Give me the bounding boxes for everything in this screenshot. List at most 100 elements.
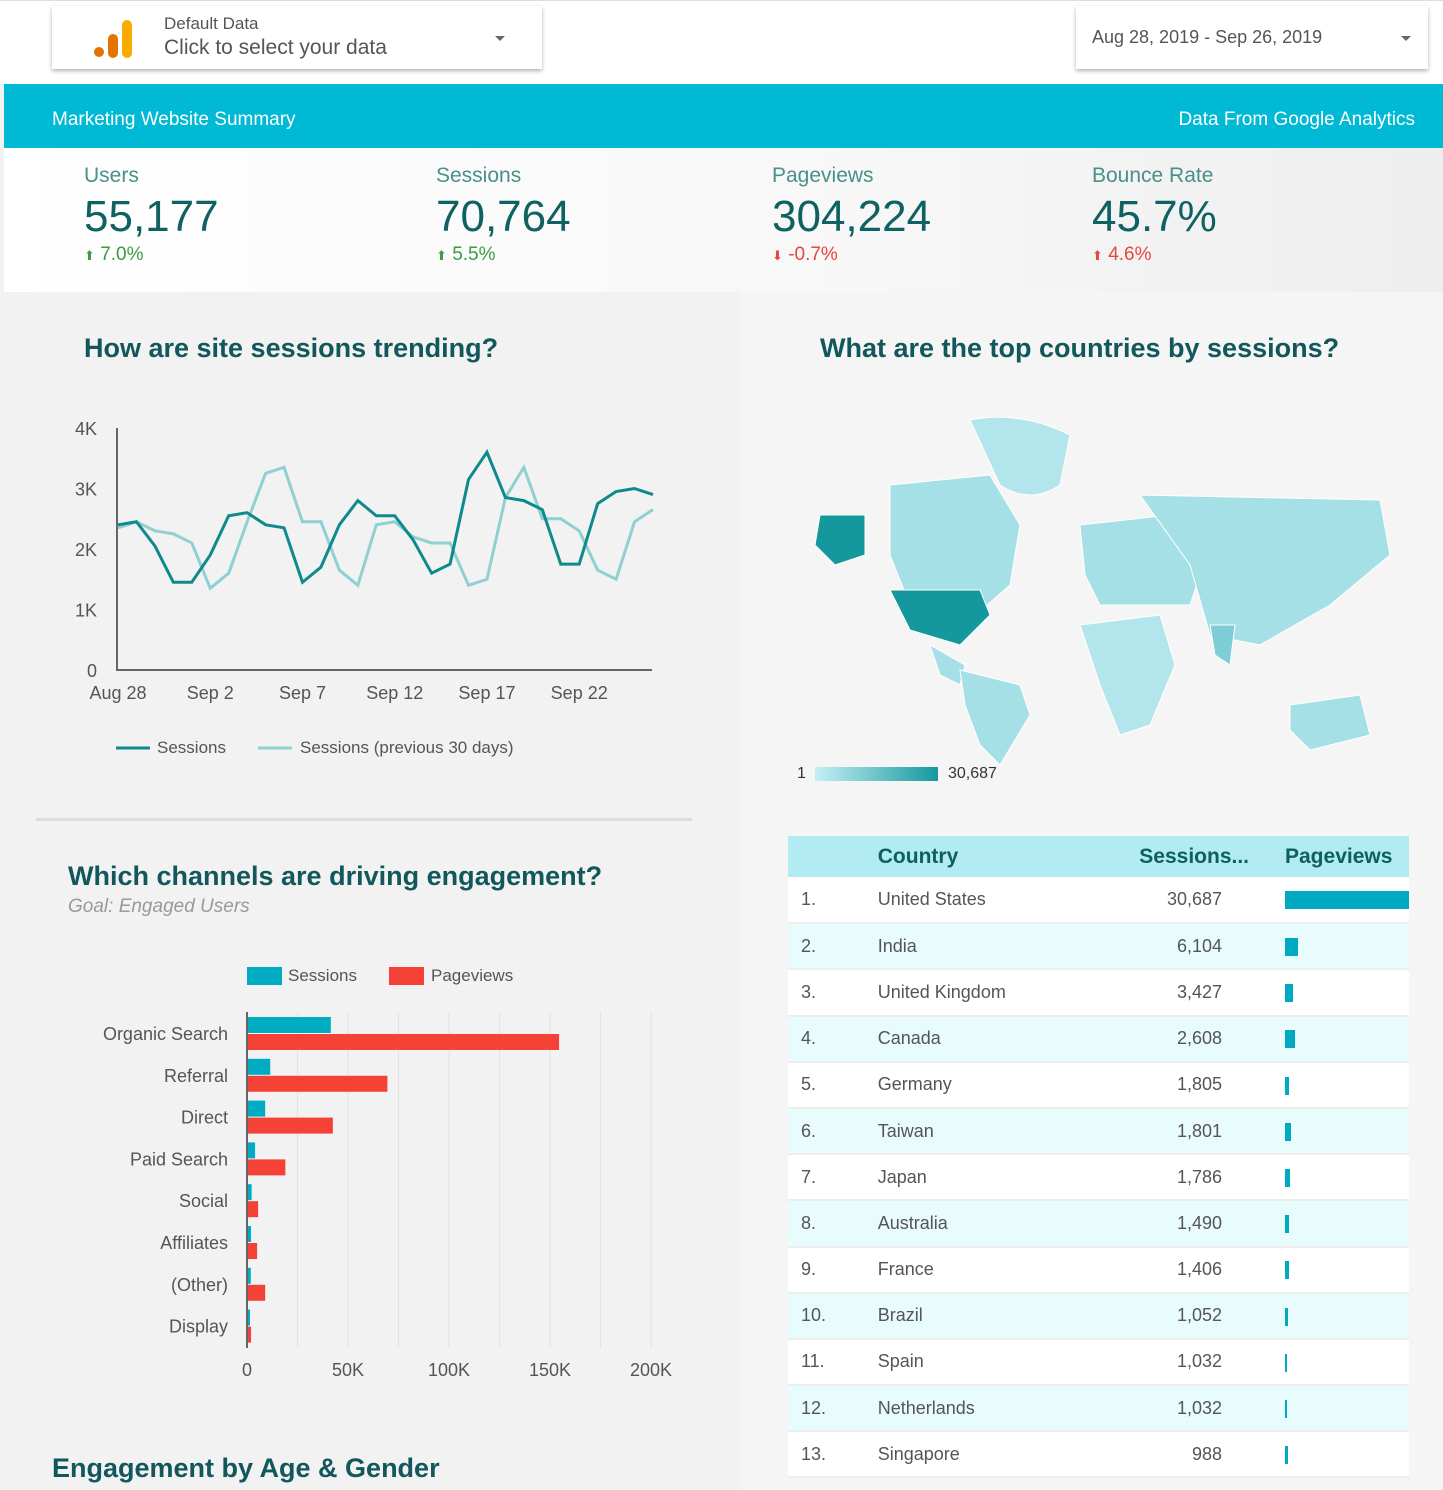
pageviews-bar: [1285, 1168, 1290, 1187]
kpi-scorecards: Users 55,177 ⬆ 7.0% Sessions 70,764 ⬆ 5.…: [4, 148, 1443, 292]
kpi-pageviews: Pageviews 304,224 ⬇ -0.7%: [772, 164, 931, 266]
kpi-label: Pageviews: [772, 164, 874, 187]
kpi-users: Users 55,177 ⬆ 7.0%: [84, 164, 219, 266]
pageviews-bar: [1285, 1030, 1295, 1049]
country-cell: Japan: [877, 1154, 1108, 1202]
table-row[interactable]: 12. Netherlands 1,032: [788, 1385, 1409, 1433]
country-cell: United States: [877, 877, 1108, 925]
sessions-cell: 1,032: [1107, 1338, 1257, 1387]
svg-text:Sep 12: Sep 12: [366, 683, 423, 703]
arrow-down-icon: ⬇: [772, 248, 783, 263]
table-row[interactable]: 5. Germany 1,805: [788, 1061, 1409, 1109]
pageviews-bar-cell: [1257, 923, 1409, 971]
sessions-cell: 6,104: [1107, 923, 1257, 971]
svg-text:1K: 1K: [75, 601, 97, 621]
country-cell: India: [877, 923, 1108, 971]
svg-text:2K: 2K: [75, 540, 97, 560]
svg-text:Sep 2: Sep 2: [187, 683, 234, 703]
kpi-label: Bounce Rate: [1092, 164, 1214, 187]
table-row[interactable]: 11. Spain 1,032: [788, 1338, 1409, 1387]
pageviews-bar: [1285, 938, 1298, 957]
pageviews-bar-cell: [1257, 1431, 1409, 1479]
table-row[interactable]: 4. Canada 2,608: [788, 1015, 1409, 1063]
table-row[interactable]: 13. Singapore 988: [788, 1431, 1409, 1479]
kpi-label: Users: [84, 164, 139, 187]
rank-cell: 3.: [788, 969, 878, 1017]
rank-cell: 6.: [788, 1107, 878, 1156]
report-banner: Marketing Website Summary Data From Goog…: [4, 84, 1443, 148]
rank-cell: 8.: [788, 1200, 878, 1248]
table-row[interactable]: 1. United States 30,687: [788, 877, 1409, 925]
svg-text:0: 0: [87, 661, 97, 681]
pageviews-bar: [1285, 1122, 1291, 1141]
legend-sessions: Sessions: [157, 738, 226, 757]
table-row[interactable]: 8. Australia 1,490: [788, 1200, 1409, 1248]
svg-text:50K: 50K: [332, 1360, 364, 1380]
pageviews-bar-cell: [1257, 1061, 1409, 1109]
sessions-cell: 1,406: [1107, 1246, 1257, 1294]
rank-cell: 4.: [788, 1015, 878, 1063]
pageviews-bar: [1285, 891, 1409, 910]
sessions-cell: 1,801: [1107, 1107, 1257, 1156]
kpi-change: 5.5%: [452, 244, 496, 265]
svg-text:Sep 22: Sep 22: [551, 683, 608, 703]
data-source-selector[interactable]: Default Data Click to select your data: [52, 6, 542, 69]
pageviews-bar-cell: [1257, 877, 1409, 925]
svg-text:0: 0: [242, 1360, 252, 1380]
svg-text:3K: 3K: [75, 480, 97, 500]
country-cell: Taiwan: [877, 1107, 1108, 1156]
pageviews-bar: [1285, 1215, 1289, 1234]
table-row[interactable]: 9. France 1,406: [788, 1246, 1409, 1294]
pageviews-bar-cell: [1257, 1292, 1409, 1340]
rank-cell: 7.: [788, 1154, 878, 1202]
pageviews-bar: [1285, 984, 1293, 1003]
channels-bar-chart[interactable]: Organic Search Referral Direct Paid Search S…: [0, 1000, 740, 1400]
report-title: Marketing Website Summary: [52, 109, 296, 130]
date-range-selector[interactable]: Aug 28, 2019 - Sep 26, 2019: [1076, 6, 1428, 69]
rank-cell: 10.: [788, 1292, 878, 1340]
top-bar: Default Data Click to select your data A…: [0, 0, 1443, 84]
column-header-sessions[interactable]: Sessions...: [1107, 836, 1257, 877]
svg-text:Direct: Direct: [181, 1108, 228, 1128]
svg-text:Display: Display: [169, 1317, 228, 1337]
arrow-up-icon: ⬆: [84, 248, 95, 263]
country-cell: Canada: [877, 1015, 1108, 1063]
svg-text:200K: 200K: [630, 1360, 672, 1380]
country-cell: Australia: [877, 1200, 1108, 1248]
pageviews-bar-cell: [1257, 1107, 1409, 1156]
svg-text:Organic Search: Organic Search: [103, 1024, 228, 1044]
kpi-label: Sessions: [436, 164, 522, 187]
svg-text:(Other): (Other): [171, 1275, 228, 1295]
date-range-label: Aug 28, 2019 - Sep 26, 2019: [1092, 27, 1323, 47]
age-gender-title: Engagement by Age & Gender: [52, 1453, 440, 1483]
pageviews-bar-cell: [1257, 1385, 1409, 1433]
svg-text:Sep 7: Sep 7: [279, 683, 326, 703]
table-row[interactable]: 10. Brazil 1,052: [788, 1292, 1409, 1340]
sessions-cell: 30,687: [1107, 877, 1257, 925]
country-cell: Netherlands: [877, 1385, 1108, 1433]
world-map[interactable]: [790, 405, 1410, 795]
table-row[interactable]: 6. Taiwan 1,801: [788, 1107, 1409, 1156]
table-row[interactable]: 3. United Kingdom 3,427: [788, 969, 1409, 1017]
sessions-cell: 1,032: [1107, 1385, 1257, 1433]
arrow-up-icon: ⬆: [1092, 248, 1103, 263]
rank-cell: 5.: [788, 1061, 878, 1109]
sessions-cell: 1,490: [1107, 1200, 1257, 1248]
table-row[interactable]: 7. Japan 1,786: [788, 1154, 1409, 1202]
country-cell: United Kingdom: [877, 969, 1108, 1017]
table-row[interactable]: 2. India 6,104: [788, 923, 1409, 971]
column-header-rank[interactable]: [788, 836, 878, 877]
svg-text:Sep 17: Sep 17: [458, 683, 515, 703]
pageviews-bar: [1285, 1261, 1289, 1280]
column-header-pageviews[interactable]: Pageviews: [1257, 836, 1409, 877]
column-header-country[interactable]: Country: [877, 836, 1108, 877]
kpi-change: 4.6%: [1108, 244, 1152, 265]
pageviews-bar: [1285, 1307, 1288, 1326]
legend-pageviews: Pageviews: [431, 966, 514, 985]
data-source-subtitle: Click to select your data: [164, 36, 387, 59]
svg-text:100K: 100K: [428, 1360, 470, 1380]
pageviews-bar: [1285, 1353, 1287, 1372]
country-cell: France: [877, 1246, 1108, 1294]
sessions-line-chart[interactable]: 0 1K 2K 3K 4K Aug 28 Sep 2 Sep 7 Sep 12 Sep 17 Sep…: [0, 400, 740, 780]
svg-text:Referral: Referral: [164, 1066, 228, 1086]
